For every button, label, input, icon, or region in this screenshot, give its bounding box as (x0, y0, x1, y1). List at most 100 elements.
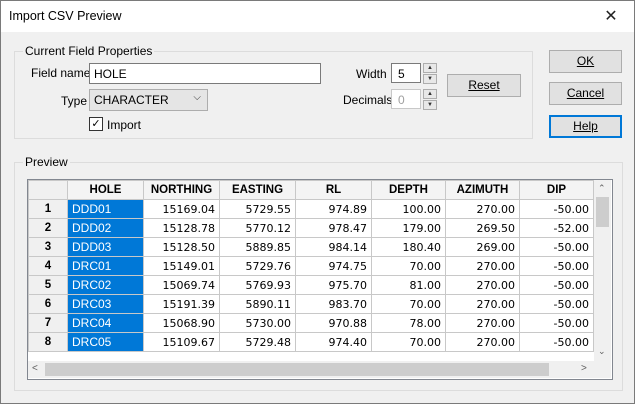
cancel-button[interactable]: Cancel (549, 82, 622, 105)
scroll-right-icon[interactable]: > (581, 363, 587, 374)
row-header[interactable]: 8 (28, 332, 68, 352)
decimals-value: 0 (398, 93, 405, 107)
column-header[interactable]: DIP (519, 180, 594, 200)
table-cell[interactable]: -50.00 (519, 332, 594, 352)
table-cell[interactable]: 974.75 (295, 256, 372, 276)
table-cell[interactable]: 70.00 (371, 332, 446, 352)
row-header[interactable]: 7 (28, 313, 68, 333)
table-cell[interactable]: 984.14 (295, 237, 372, 257)
table-cell[interactable]: 983.70 (295, 294, 372, 314)
table-cell[interactable]: -50.00 (519, 237, 594, 257)
table-cell[interactable]: 970.88 (295, 313, 372, 333)
horizontal-scrollbar[interactable]: < > (28, 361, 594, 378)
table-cell[interactable]: 5769.93 (219, 275, 296, 295)
table-cell[interactable]: 270.00 (445, 275, 520, 295)
table-cell[interactable]: 978.47 (295, 218, 372, 238)
table-cell[interactable]: 81.00 (371, 275, 446, 295)
table-cell[interactable]: DDD03 (67, 237, 144, 257)
table-cell[interactable]: DRC04 (67, 313, 144, 333)
column-header[interactable]: NORTHING (143, 180, 220, 200)
table-cell[interactable]: 5890.11 (219, 294, 296, 314)
table-cell[interactable]: 974.40 (295, 332, 372, 352)
table-row: 3 DDD03 15128.50 5889.85 984.14 180.40 2… (28, 237, 594, 257)
table-cell[interactable]: 975.70 (295, 275, 372, 295)
help-button[interactable]: Help (549, 115, 622, 138)
table-cell[interactable]: DRC05 (67, 332, 144, 352)
table-cell[interactable]: 15128.50 (143, 237, 220, 257)
width-spinner[interactable]: ▲ ▼ (423, 63, 437, 84)
table-cell[interactable]: 78.00 (371, 313, 446, 333)
table-cell[interactable]: 15128.78 (143, 218, 220, 238)
table-cell[interactable]: DDD02 (67, 218, 144, 238)
table-cell[interactable]: 269.00 (445, 237, 520, 257)
table-cell[interactable]: 179.00 (371, 218, 446, 238)
table-row: 2 DDD02 15128.78 5770.12 978.47 179.00 2… (28, 218, 594, 238)
table-cell[interactable]: -50.00 (519, 294, 594, 314)
table-cell[interactable]: 15069.74 (143, 275, 220, 295)
table-row: 8 DRC05 15109.67 5729.48 974.40 70.00 27… (28, 332, 594, 352)
table-cell[interactable]: 5730.00 (219, 313, 296, 333)
table-cell[interactable]: -50.00 (519, 313, 594, 333)
table-cell[interactable]: 5729.76 (219, 256, 296, 276)
reset-button[interactable]: Reset (447, 74, 521, 97)
column-header[interactable]: HOLE (67, 180, 144, 200)
table-cell[interactable]: 15191.39 (143, 294, 220, 314)
field-name-input[interactable]: HOLE (89, 63, 321, 84)
table-cell[interactable]: 270.00 (445, 294, 520, 314)
width-input[interactable]: 5 (391, 63, 421, 83)
table-cell[interactable]: -50.00 (519, 275, 594, 295)
row-header[interactable]: 6 (28, 294, 68, 314)
table-cell[interactable]: -50.00 (519, 256, 594, 276)
close-icon[interactable]: ✕ (604, 8, 618, 25)
scroll-up-icon[interactable]: ⌃ (598, 183, 606, 193)
row-header[interactable]: 5 (28, 275, 68, 295)
vertical-scrollbar[interactable]: ⌃ ⌄ (594, 180, 611, 361)
column-header[interactable]: AZIMUTH (445, 180, 520, 200)
corner-cell (28, 180, 68, 200)
table-cell[interactable]: 70.00 (371, 256, 446, 276)
table-cell[interactable]: DRC02 (67, 275, 144, 295)
table-cell[interactable]: -52.00 (519, 218, 594, 238)
table-cell[interactable]: 70.00 (371, 294, 446, 314)
table-cell[interactable]: 269.50 (445, 218, 520, 238)
table-cell[interactable]: 5889.85 (219, 237, 296, 257)
row-header[interactable]: 1 (28, 199, 68, 219)
table-cell[interactable]: 15109.67 (143, 332, 220, 352)
table-cell[interactable]: DRC03 (67, 294, 144, 314)
row-header[interactable]: 2 (28, 218, 68, 238)
column-header[interactable]: RL (295, 180, 372, 200)
ok-button[interactable]: OK (549, 50, 622, 73)
table-cell[interactable]: 270.00 (445, 256, 520, 276)
scrollbar-corner (594, 361, 611, 378)
import-checkbox[interactable]: ✓ (89, 117, 103, 131)
table-cell[interactable]: 270.00 (445, 313, 520, 333)
spin-down-icon[interactable]: ▼ (423, 74, 437, 84)
table-cell[interactable]: 5729.48 (219, 332, 296, 352)
table-cell[interactable]: 270.00 (445, 199, 520, 219)
table-cell[interactable]: DDD01 (67, 199, 144, 219)
table-cell[interactable]: -50.00 (519, 199, 594, 219)
row-header[interactable]: 3 (28, 237, 68, 257)
table-cell[interactable]: 100.00 (371, 199, 446, 219)
preview-grid[interactable]: HOLE NORTHING EASTING RL DEPTH AZIMUTH D… (27, 179, 613, 380)
table-cell[interactable]: 5770.12 (219, 218, 296, 238)
decimals-label: Decimals (343, 93, 393, 107)
type-select[interactable]: CHARACTER ⌵ (89, 89, 208, 111)
row-header[interactable]: 4 (28, 256, 68, 276)
spin-down-icon: ▼ (423, 100, 437, 110)
table-cell[interactable]: 5729.55 (219, 199, 296, 219)
spin-up-icon[interactable]: ▲ (423, 63, 437, 73)
table-cell[interactable]: 15068.90 (143, 313, 220, 333)
table-cell[interactable]: 15169.04 (143, 199, 220, 219)
table-cell[interactable]: 974.89 (295, 199, 372, 219)
column-header[interactable]: EASTING (219, 180, 296, 200)
table-cell[interactable]: DRC01 (67, 256, 144, 276)
table-cell[interactable]: 270.00 (445, 332, 520, 352)
vertical-scroll-thumb[interactable] (596, 197, 609, 227)
scroll-down-icon[interactable]: ⌄ (598, 346, 606, 356)
horizontal-scroll-thumb[interactable] (45, 363, 549, 376)
table-cell[interactable]: 180.40 (371, 237, 446, 257)
table-cell[interactable]: 15149.01 (143, 256, 220, 276)
column-header[interactable]: DEPTH (371, 180, 446, 200)
scroll-left-icon[interactable]: < (32, 363, 38, 374)
